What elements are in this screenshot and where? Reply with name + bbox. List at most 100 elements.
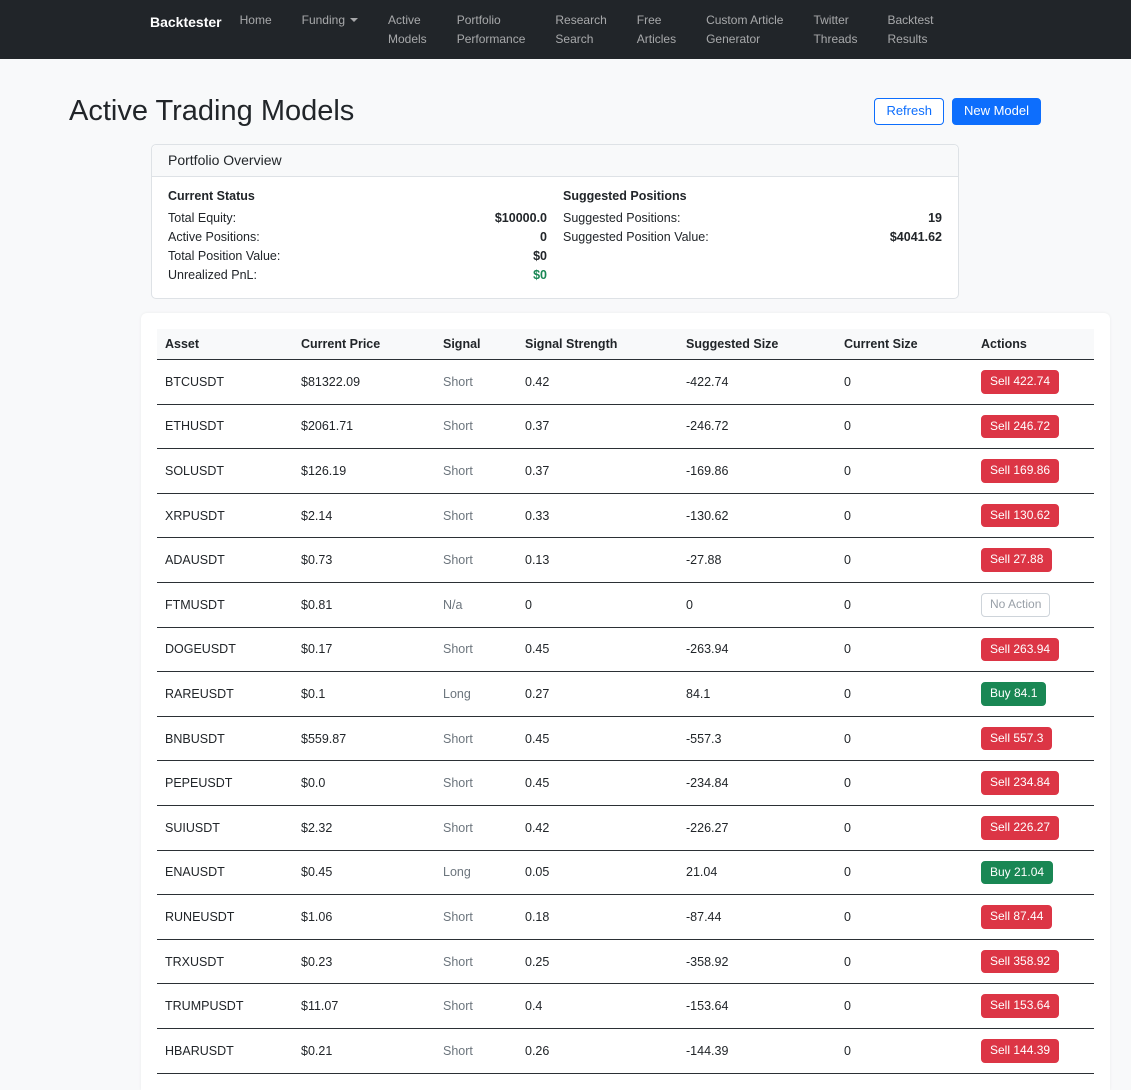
current-price-cell: $81322.09 xyxy=(293,359,435,405)
action-button[interactable]: Sell 234.84 xyxy=(981,771,1060,795)
action-button[interactable]: Sell 87.44 xyxy=(981,905,1053,929)
current-size-cell: 0 xyxy=(836,404,973,450)
navbar: Backtester Home Funding Active Models Po… xyxy=(0,0,1131,59)
current-price-cell: $0.45 xyxy=(293,850,435,896)
nav-item-twitter-threads[interactable]: Twitter Threads xyxy=(813,13,858,46)
suggested-size-cell: -169.86 xyxy=(678,448,836,494)
action-button[interactable]: Sell 169.86 xyxy=(981,459,1060,483)
action-button[interactable]: Sell 263.94 xyxy=(981,637,1060,662)
suggested-size-cell: -263.94 xyxy=(678,627,836,673)
action-button[interactable]: Sell 153.64 xyxy=(981,994,1060,1018)
current-size-cell: 0 xyxy=(836,627,973,673)
stat-value: 19 xyxy=(928,211,942,225)
stat-row: Total Equity: $10000.0 xyxy=(168,209,547,228)
suggested-size-cell: -130.62 xyxy=(678,493,836,539)
current-size-cell: 0 xyxy=(836,894,973,940)
table-row: PEPEUSDT $0.0 Short 0.45 -234.84 0 Sell … xyxy=(157,760,1094,806)
suggested-size-cell: -234.84 xyxy=(678,760,836,806)
table-row: ENAUSDT $0.45 Long 0.05 21.04 0 Buy 21.0… xyxy=(157,850,1094,896)
column-header: Asset xyxy=(157,329,293,360)
suggested-size-cell: -226.27 xyxy=(678,805,836,851)
asset-cell: ETHUSDT xyxy=(157,404,293,450)
column-header: Signal xyxy=(435,329,517,360)
nav-item-backtest-results[interactable]: Backtest Results xyxy=(887,13,934,46)
table-header-row: Asset Current Price Signal Signal Streng… xyxy=(157,329,1094,360)
signal-strength-cell: 0.05 xyxy=(517,850,678,896)
nav-item-free-articles[interactable]: Free Articles xyxy=(636,13,677,46)
signal-cell: Short xyxy=(435,537,517,583)
suggested-size-cell: 84.1 xyxy=(678,671,836,717)
current-size-cell: 0 xyxy=(836,850,973,896)
action-button[interactable]: Sell 246.72 xyxy=(981,414,1060,439)
column-header: Actions xyxy=(973,329,1094,360)
asset-cell: TRXUSDT xyxy=(157,939,293,985)
actions-cell: Sell 557.3 xyxy=(973,716,1094,762)
table-row: BNBUSDT $559.87 Short 0.45 -557.3 0 Sell… xyxy=(157,716,1094,762)
suggested-positions-heading: Suggested Positions xyxy=(563,189,687,203)
nav-item-custom-article-generator[interactable]: Custom Article Generator xyxy=(706,13,784,46)
column-header: Current Price xyxy=(293,329,435,360)
current-price-cell: $559.87 xyxy=(293,716,435,762)
nav-item-funding[interactable]: Funding xyxy=(302,11,358,48)
signal-strength-cell: 0.26 xyxy=(517,1028,678,1074)
stat-label: Suggested Position Value: xyxy=(563,230,709,244)
signal-cell: N/a xyxy=(435,582,517,628)
suggested-size-cell: -153.64 xyxy=(678,983,836,1029)
actions-cell: Sell 358.92 xyxy=(973,939,1094,985)
signal-cell: Short xyxy=(435,627,517,673)
signal-cell: Short xyxy=(435,760,517,806)
current-size-cell: 0 xyxy=(836,537,973,583)
table-body: BTCUSDT $81322.09 Short 0.42 -422.74 0 S… xyxy=(157,359,1094,1074)
action-button[interactable]: Sell 130.62 xyxy=(981,503,1060,528)
actions-cell: Sell 234.84 xyxy=(973,760,1094,806)
signal-strength-cell: 0.45 xyxy=(517,716,678,762)
main-content: Active Trading Models Refresh New Model … xyxy=(69,59,1110,1090)
nav-item-home[interactable]: Home xyxy=(239,13,272,27)
refresh-button[interactable]: Refresh xyxy=(874,98,944,125)
asset-cell: BTCUSDT xyxy=(157,359,293,405)
actions-cell: No Action xyxy=(973,582,1094,628)
current-size-cell: 0 xyxy=(836,582,973,628)
action-button[interactable]: Sell 422.74 xyxy=(981,370,1060,394)
signal-strength-cell: 0.45 xyxy=(517,627,678,673)
action-button[interactable]: Sell 557.3 xyxy=(981,726,1053,751)
table-row: RUNEUSDT $1.06 Short 0.18 -87.44 0 Sell … xyxy=(157,894,1094,940)
signal-strength-cell: 0.18 xyxy=(517,894,678,940)
table-row: ADAUSDT $0.73 Short 0.13 -27.88 0 Sell 2… xyxy=(157,537,1094,583)
action-button[interactable]: Sell 226.27 xyxy=(981,815,1060,840)
models-table: Asset Current Price Signal Signal Streng… xyxy=(157,329,1094,1074)
signal-cell: Short xyxy=(435,805,517,851)
asset-cell: SUIUSDT xyxy=(157,805,293,851)
nav-item-active-models[interactable]: Active Models xyxy=(388,13,427,46)
brand-link[interactable]: Backtester xyxy=(150,14,222,30)
asset-cell: DOGEUSDT xyxy=(157,627,293,673)
actions-cell: Sell 246.72 xyxy=(973,404,1094,450)
suggested-size-cell: -358.92 xyxy=(678,939,836,985)
nav-item-portfolio-performance[interactable]: Portfolio Performance xyxy=(456,13,526,46)
nav-item-research-search[interactable]: Research Search xyxy=(555,13,607,46)
signal-strength-cell: 0 xyxy=(517,582,678,628)
signal-cell: Short xyxy=(435,1028,517,1074)
actions-cell: Sell 263.94 xyxy=(973,627,1094,673)
actions-cell: Buy 84.1 xyxy=(973,671,1094,717)
asset-cell: ENAUSDT xyxy=(157,850,293,896)
stat-value: $10000.0 xyxy=(494,211,547,225)
signal-strength-cell: 0.25 xyxy=(517,939,678,985)
asset-cell: XRPUSDT xyxy=(157,493,293,539)
asset-cell: HBARUSDT xyxy=(157,1028,293,1074)
action-button[interactable]: Sell 27.88 xyxy=(981,548,1053,572)
action-button[interactable]: Buy 84.1 xyxy=(981,682,1047,706)
current-size-cell: 0 xyxy=(836,716,973,762)
action-button[interactable]: Buy 21.04 xyxy=(981,860,1054,885)
current-size-cell: 0 xyxy=(836,493,973,539)
signal-cell: Short xyxy=(435,359,517,405)
stat-row: Unrealized PnL: $0 xyxy=(168,266,547,285)
action-button[interactable]: Sell 144.39 xyxy=(981,1038,1060,1063)
action-button[interactable]: Sell 358.92 xyxy=(981,949,1060,974)
current-price-cell: $0.1 xyxy=(293,671,435,717)
signal-cell: Long xyxy=(435,850,517,896)
portfolio-overview-title: Portfolio Overview xyxy=(152,145,958,177)
action-button[interactable]: No Action xyxy=(981,592,1051,617)
suggested-size-cell: 0 xyxy=(678,582,836,628)
new-model-button[interactable]: New Model xyxy=(951,98,1041,125)
